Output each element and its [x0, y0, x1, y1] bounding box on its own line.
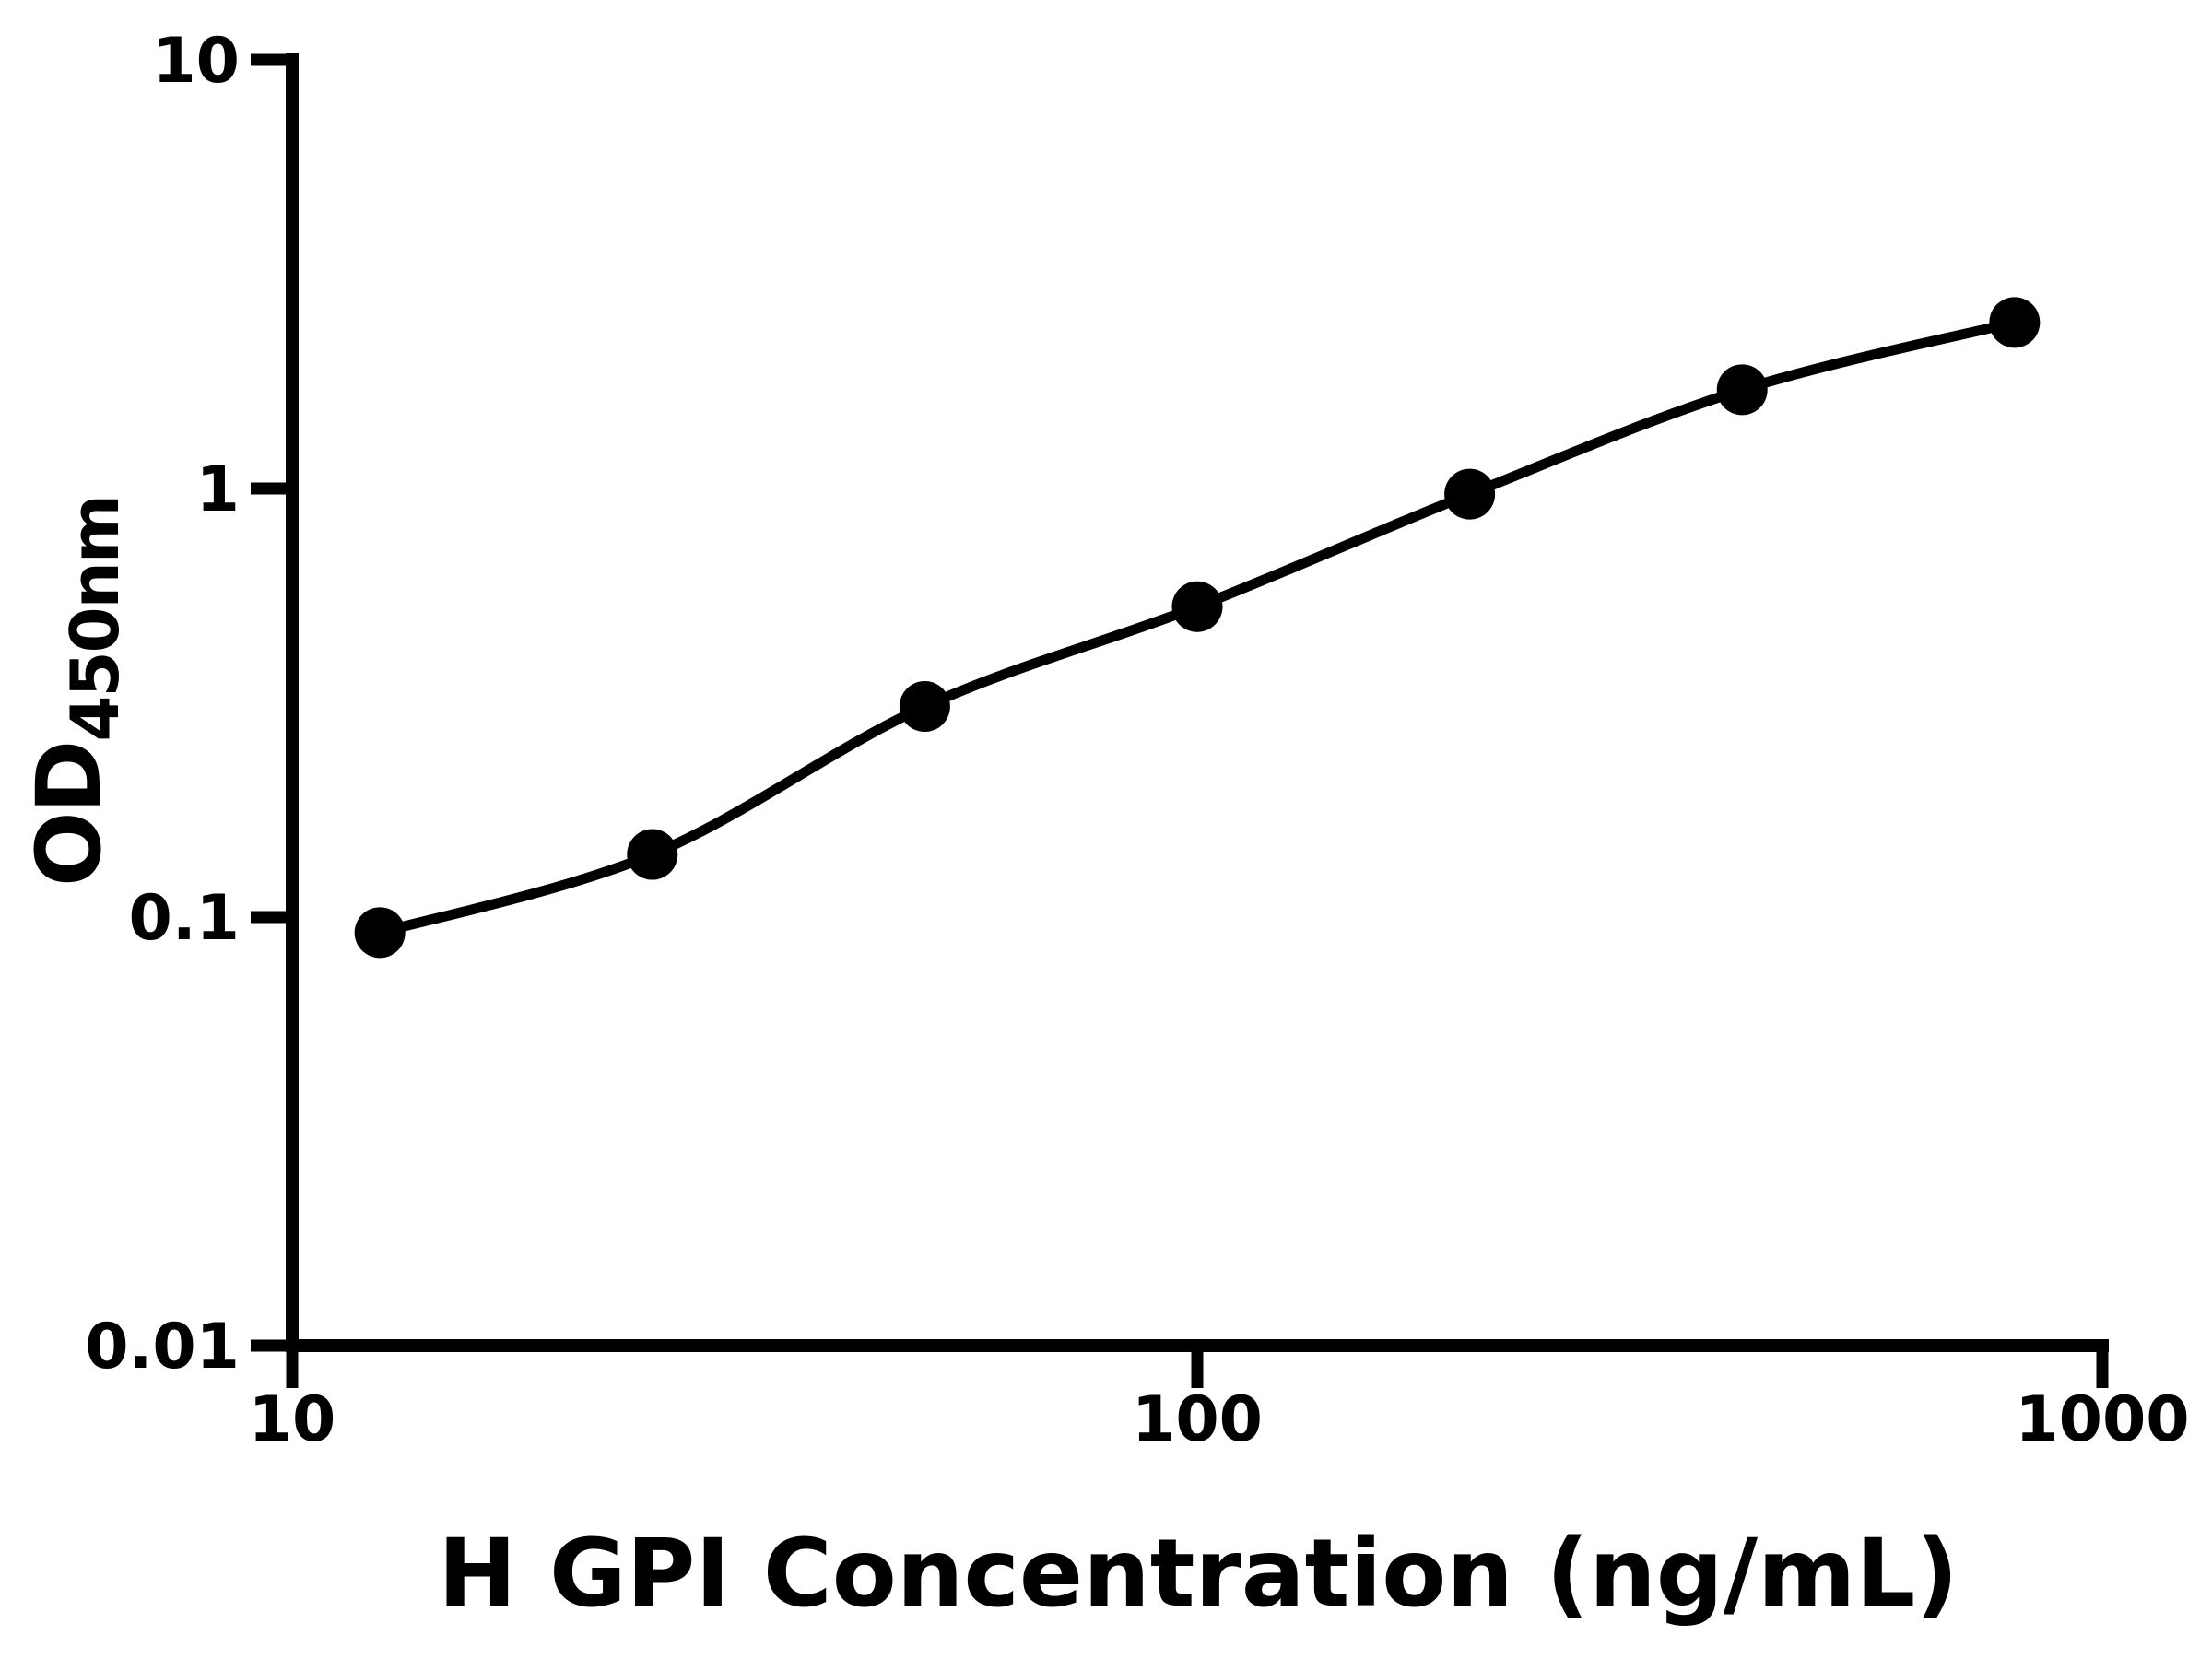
y-tick-label: 0.01 [85, 1311, 240, 1383]
data-point [627, 829, 678, 880]
data-point [1171, 581, 1223, 632]
axes [286, 53, 2109, 1352]
x-tick-label: 10 [249, 1383, 336, 1456]
y-tick-label: 1 [196, 453, 240, 526]
data-point [899, 681, 950, 733]
y-axis-title-main: OD [18, 742, 121, 887]
y-tick-label: 10 [152, 25, 240, 98]
x-tick-label: 1000 [2015, 1383, 2189, 1456]
data-point [1444, 468, 1496, 520]
data-point [1716, 364, 1768, 416]
y-axis-title-subscript: 450nm [56, 496, 134, 742]
data-series [354, 297, 2041, 959]
x-axis-title: H GPI Concentration (ng/mL) [438, 1519, 1959, 1629]
y-axis-title: OD450nm [18, 496, 134, 887]
data-point [1989, 297, 2041, 348]
x-tick-label: 100 [1132, 1383, 1263, 1456]
data-point [354, 907, 406, 959]
y-tick-label: 0.1 [129, 882, 240, 955]
